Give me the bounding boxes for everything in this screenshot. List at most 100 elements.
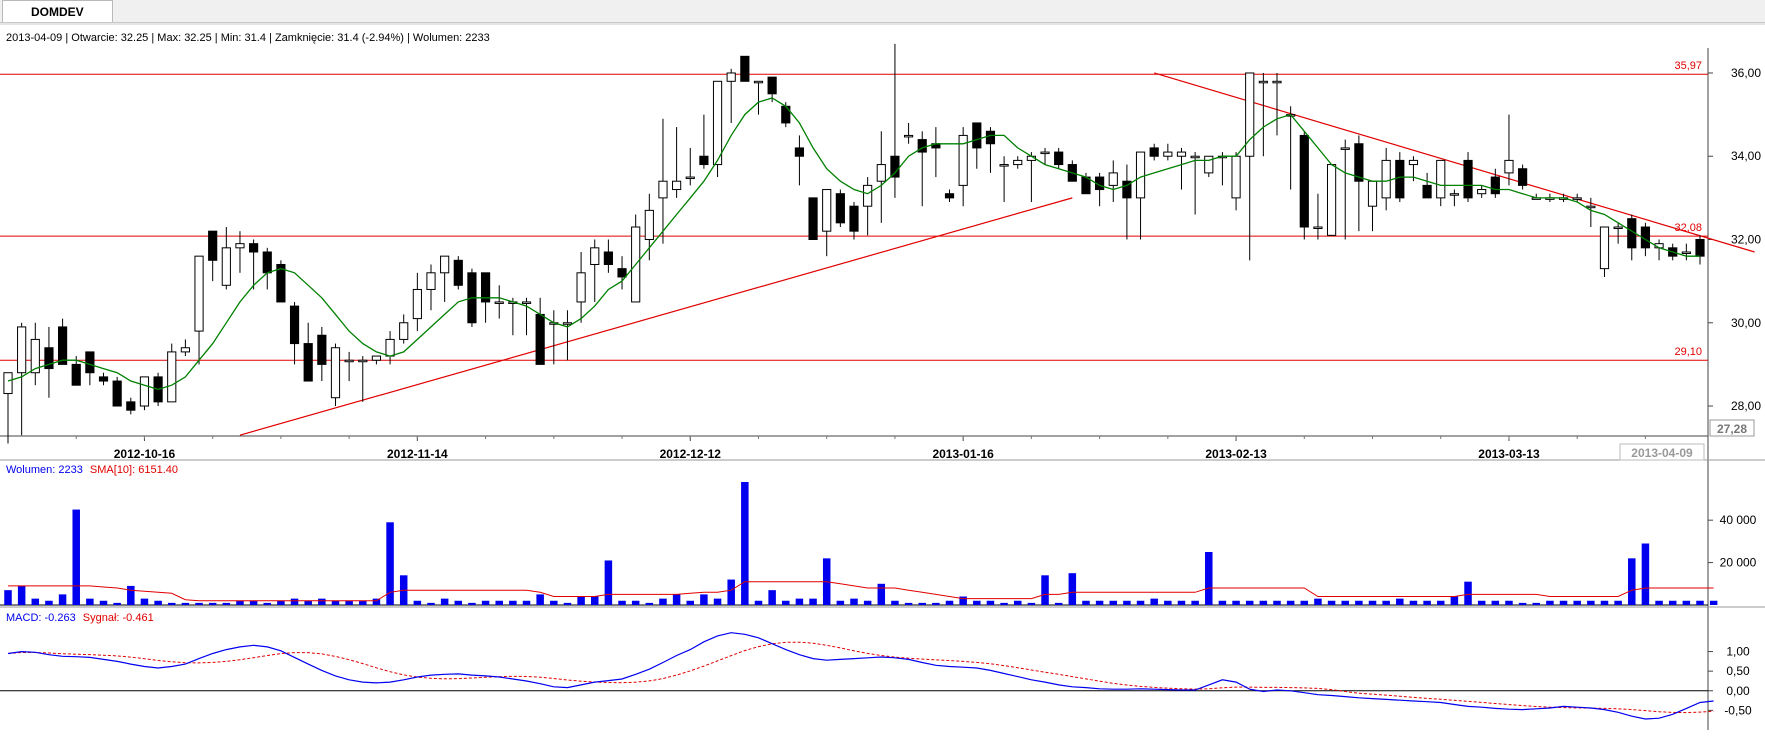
volume-bar <box>1668 600 1677 605</box>
info-volume: Wolumen: 2233 <box>412 32 490 44</box>
candle-body <box>903 134 914 138</box>
volume-bar <box>795 598 804 605</box>
tab-bar: DOMDEV <box>0 0 1765 23</box>
candle-body <box>1422 184 1432 199</box>
candle-body <box>317 334 327 365</box>
quote-info-line: 2013-04-09 | Otwarcie: 32.25 | Max: 32.2… <box>6 32 490 44</box>
volume-bar <box>604 560 613 605</box>
moving-average-line <box>7 97 1700 391</box>
candle-body <box>1436 159 1446 199</box>
candle-body <box>98 376 109 382</box>
volume-bar <box>72 509 80 605</box>
candle-body <box>344 359 354 363</box>
volume-bar <box>1273 600 1281 605</box>
candle-body <box>1490 176 1500 195</box>
volume-tick-label: 40 000 <box>1720 513 1757 527</box>
candle-body <box>1122 180 1132 199</box>
sma-legend-value: SMA[10]: 6151.40 <box>89 464 178 476</box>
volume-bar <box>1232 600 1240 605</box>
candle-body <box>180 347 190 353</box>
volume-bar <box>167 602 176 605</box>
volume-bar <box>31 598 40 605</box>
candle-body <box>399 322 409 340</box>
volume-bar <box>1518 602 1527 605</box>
candle-body <box>1013 159 1023 166</box>
candle-body <box>835 193 845 224</box>
candle-body <box>249 243 259 253</box>
candle-body <box>822 189 832 232</box>
candle-body <box>726 72 736 82</box>
volume-bar <box>1013 600 1022 605</box>
candle-body <box>1204 155 1214 174</box>
volume-bar <box>973 600 981 605</box>
volume-bar <box>386 522 394 605</box>
candle-body <box>1040 151 1050 155</box>
candle-body <box>672 180 682 191</box>
candle-body <box>126 401 136 411</box>
date-tick-label: 2012-11-14 <box>387 447 448 461</box>
volume-bar <box>1587 600 1595 605</box>
candle-body <box>71 363 81 386</box>
candle-body <box>208 230 218 261</box>
volume-legend: Wolumen: 2233 SMA[10]: 6151.40 <box>6 464 178 476</box>
volume-bar <box>222 602 231 605</box>
volume-bar <box>1614 600 1622 605</box>
candle-body <box>863 184 873 207</box>
candle-body <box>1381 159 1391 199</box>
candle-body <box>1354 143 1364 182</box>
volume-bar <box>304 600 312 605</box>
candle-body <box>1463 159 1473 199</box>
volume-bar <box>99 600 108 605</box>
price-tick-label: 30,00 <box>1731 316 1761 330</box>
volume-bar <box>127 585 135 605</box>
candle-body <box>426 272 436 290</box>
date-tick-label: 2013-03-13 <box>1478 447 1540 461</box>
candle-body <box>985 130 996 145</box>
candle-body <box>1163 151 1173 157</box>
signal-legend-value: Sygnał: -0.461 <box>82 612 154 624</box>
candle-body <box>371 355 382 361</box>
info-date: 2013-04-09 <box>6 32 63 44</box>
candle-body <box>808 197 818 241</box>
volume-bar <box>659 598 667 605</box>
candle-body <box>44 347 54 370</box>
volume-bar <box>618 600 626 605</box>
volume-bar <box>17 585 26 605</box>
volume-bar <box>1150 598 1158 605</box>
candle-body <box>1586 205 1596 209</box>
candle-body <box>480 272 491 303</box>
macd-legend-value: MACD: -0.263 <box>6 612 76 624</box>
candle-body <box>385 338 395 357</box>
volume-bar <box>1368 600 1377 605</box>
volume-bar <box>631 600 640 605</box>
candle-body <box>30 338 40 374</box>
candle-body <box>1258 80 1268 84</box>
info-min: Min: 31.4 <box>220 32 266 44</box>
volume-bar <box>1628 558 1636 605</box>
volume-bar <box>1082 600 1090 605</box>
volume-bar <box>1423 600 1431 605</box>
volume-bar <box>236 600 244 605</box>
candle-body <box>999 164 1009 167</box>
candle-body <box>167 351 177 403</box>
volume-bar <box>372 598 381 605</box>
candle-body <box>603 251 613 265</box>
volume-bar <box>836 600 845 605</box>
volume-bar <box>345 600 353 605</box>
min-value-box <box>1709 419 1755 437</box>
price-tick-label: 28,00 <box>1731 399 1761 413</box>
volume-bar <box>413 600 422 605</box>
candle-body <box>194 255 204 332</box>
tab-domdev[interactable]: DOMDEV <box>2 0 113 22</box>
volume-bar <box>1123 600 1131 605</box>
horizontal-level-label: 35,97 <box>1674 60 1702 72</box>
volume-bar <box>45 600 53 605</box>
volume-bar <box>208 602 217 605</box>
candle-body <box>1054 151 1064 166</box>
candle-body <box>235 243 245 249</box>
volume-bar <box>918 602 926 605</box>
candle-body <box>289 305 300 345</box>
candle-body <box>1245 72 1255 157</box>
volume-bar <box>1191 600 1199 605</box>
